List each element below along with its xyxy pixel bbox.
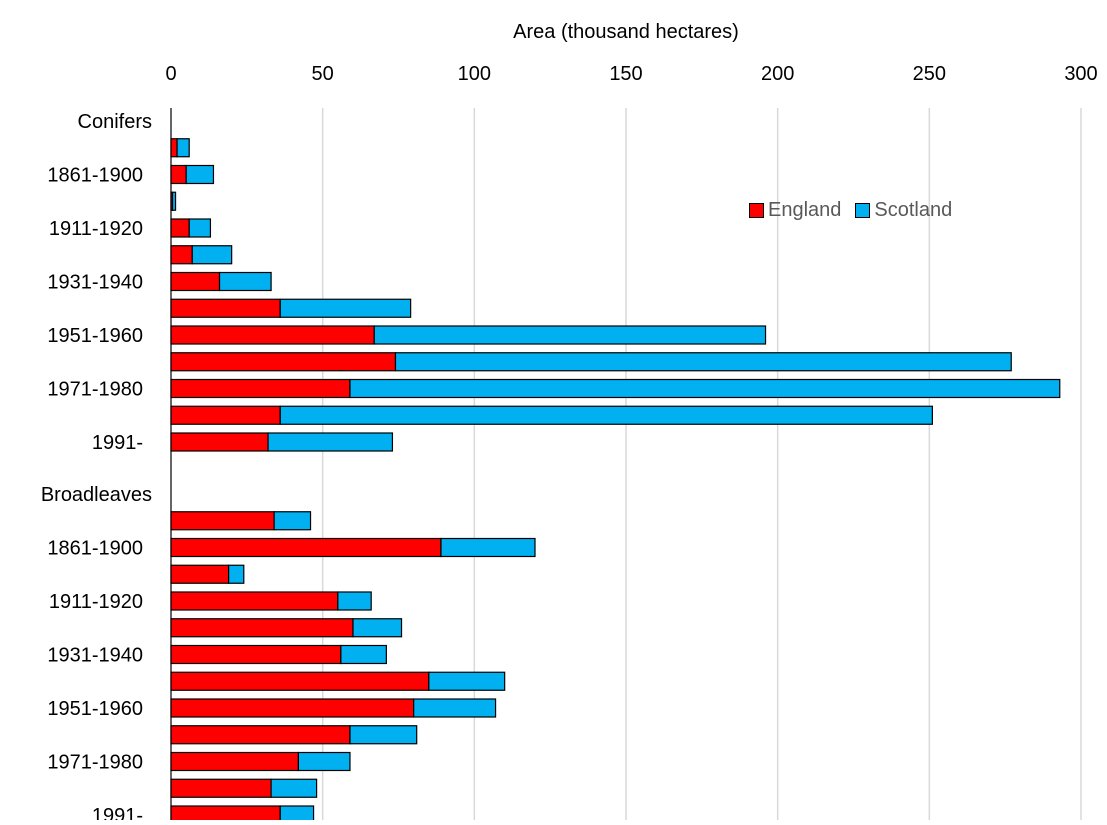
y-tick-label: 1951-1960 [47, 698, 143, 720]
y-tick-label: 1911-1920 [49, 218, 143, 240]
bar-scotland [428, 671, 506, 691]
bar-scotland [270, 778, 318, 798]
bar-england [170, 805, 281, 825]
y-tick-label: 1971-1980 [47, 752, 143, 774]
legend-swatch-scotland [855, 203, 871, 218]
bar-scotland [228, 564, 245, 584]
bar-england [170, 432, 269, 452]
bar-england [170, 245, 193, 265]
bar-england [170, 138, 178, 158]
legend-swatch-england [749, 203, 764, 218]
bar-scotland [191, 245, 233, 265]
y-tick-label: 1931-1940 [47, 272, 143, 294]
legend-item-england: England [749, 199, 841, 222]
bar-england [170, 378, 351, 399]
y-tick-label: 1861-1900 [47, 165, 143, 187]
x-tick-label: 100 [458, 63, 491, 85]
bar-england [170, 298, 281, 318]
legend-label-scotland: Scotland [874, 199, 953, 221]
legend: England Scotland [749, 199, 966, 222]
y-tick-label: 1931-1940 [47, 645, 143, 667]
bar-england [170, 751, 300, 772]
bar-scotland [440, 537, 536, 558]
y-tick-label: 1911-1920 [49, 591, 143, 613]
bar-scotland [185, 164, 215, 185]
bar-england [170, 778, 272, 798]
bar-scotland [340, 644, 387, 665]
x-axis-title: Area (thousand hectares) [513, 21, 739, 43]
y-tick-label: 1991- [92, 432, 143, 454]
bar-scotland [279, 298, 412, 318]
bar-scotland [413, 698, 497, 718]
bar-scotland [267, 432, 394, 452]
x-tick-label: 300 [1064, 63, 1097, 85]
bar-scotland [297, 751, 351, 772]
legend-label-england: England [768, 199, 842, 221]
y-tick-label: 1971-1980 [47, 379, 143, 401]
bar-scotland [394, 352, 1012, 372]
x-tick-label: 200 [761, 63, 794, 85]
bar-england [170, 511, 275, 531]
bar-england [170, 352, 397, 372]
bar-scotland [337, 591, 372, 611]
x-tick-label: 150 [609, 63, 642, 85]
bar-england [170, 164, 187, 185]
x-tick-label: 250 [913, 63, 946, 85]
bar-scotland [279, 805, 315, 825]
bar-england [170, 591, 339, 611]
bar-scotland [373, 325, 767, 345]
bar-england [170, 325, 375, 345]
bar-scotland [349, 378, 1061, 399]
y-tick-label: 1991- [92, 805, 143, 820]
bar-england [170, 671, 430, 691]
bar-england [170, 618, 354, 638]
group-label: Conifers [78, 111, 152, 133]
bar-england [170, 564, 230, 584]
bar-scotland [349, 725, 418, 745]
bar-england [170, 725, 351, 745]
y-tick-label: 1861-1900 [47, 538, 143, 560]
bar-england [170, 405, 281, 425]
bar-england [170, 698, 415, 718]
bar-scotland [279, 405, 933, 425]
bar-england [170, 271, 221, 292]
bar-scotland [188, 218, 212, 238]
bar-scotland [176, 138, 190, 158]
x-tick-label: 0 [165, 63, 176, 85]
bar-scotland [273, 511, 312, 531]
bar-scotland [218, 271, 272, 292]
group-label: Broadleaves [41, 484, 152, 506]
legend-item-scotland: Scotland [855, 199, 952, 222]
y-tick-label: 1951-1960 [47, 325, 143, 347]
bar-scotland [171, 191, 177, 211]
bar-scotland [352, 618, 403, 638]
bar-england [170, 537, 442, 558]
bar-england [170, 644, 342, 665]
bar-england [170, 218, 190, 238]
x-tick-label: 50 [312, 63, 334, 85]
